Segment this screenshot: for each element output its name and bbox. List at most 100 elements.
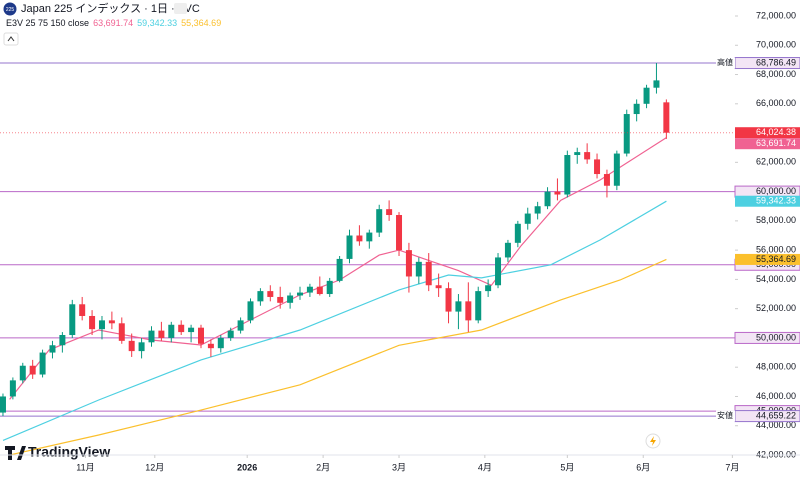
candle-body bbox=[257, 291, 264, 302]
price-box-label: 63,691.74 bbox=[756, 138, 796, 148]
symbol-logo bbox=[3, 2, 17, 16]
candle-body bbox=[603, 174, 610, 186]
indicator-name: E3V 25 75 150 close bbox=[6, 18, 89, 28]
y-tick-label: 66,000.00 bbox=[756, 98, 796, 108]
y-tick-label: 62,000.00 bbox=[756, 157, 796, 167]
logo-text: 225 bbox=[6, 7, 15, 13]
candle-body bbox=[554, 191, 561, 195]
candle-body bbox=[475, 291, 482, 321]
price-box bbox=[735, 127, 800, 139]
candle-body bbox=[297, 292, 304, 296]
brand-logo bbox=[5, 446, 26, 460]
price-box-label: 64,024.38 bbox=[756, 127, 796, 137]
candle-body bbox=[356, 235, 363, 242]
candle-body bbox=[485, 285, 492, 292]
candle-body bbox=[59, 335, 66, 346]
candle-body bbox=[0, 396, 6, 413]
candle-body bbox=[49, 345, 56, 353]
candle-body bbox=[564, 155, 571, 195]
y-tick-label: 54,000.00 bbox=[756, 274, 796, 284]
legend-value: 63,691.74 bbox=[93, 18, 133, 28]
collapse-button[interactable] bbox=[3, 32, 19, 46]
candle-body bbox=[376, 209, 383, 233]
candle-body bbox=[237, 320, 244, 331]
candle-body bbox=[267, 291, 274, 297]
candle-body bbox=[504, 242, 511, 258]
candle-body bbox=[168, 324, 175, 338]
extreme-line-label: 44,659.22 bbox=[756, 410, 796, 420]
price-box bbox=[735, 195, 800, 207]
x-tick-label: 12月 bbox=[145, 462, 164, 472]
legend-value: 55,364.69 bbox=[181, 18, 221, 28]
candle-body bbox=[405, 250, 412, 277]
extreme-tag: 安値 bbox=[717, 410, 733, 420]
candle-body bbox=[544, 191, 551, 207]
level-line-label: 60,000.00 bbox=[756, 186, 796, 196]
candle-body bbox=[415, 261, 422, 277]
x-tick-label: 6月 bbox=[636, 462, 650, 472]
x-tick-label: 2月 bbox=[316, 462, 330, 472]
price-box bbox=[735, 253, 800, 265]
candle-body bbox=[425, 261, 432, 286]
candle-body bbox=[643, 87, 650, 104]
y-tick-label: 72,000.00 bbox=[756, 10, 796, 20]
candle-body bbox=[207, 343, 214, 349]
level-line-label: 50,000.00 bbox=[756, 332, 796, 342]
candle-body bbox=[69, 304, 76, 336]
collapse-icon bbox=[7, 36, 15, 42]
candle-body bbox=[118, 323, 125, 341]
x-tick-label: 7月 bbox=[725, 462, 739, 472]
candle-body bbox=[653, 80, 660, 88]
candle-body bbox=[306, 286, 313, 293]
candle-body bbox=[39, 352, 46, 375]
extreme-tag-box bbox=[716, 57, 735, 69]
plot-area bbox=[0, 62, 735, 455]
x-tick-label: 2026 bbox=[237, 462, 257, 472]
candle-body bbox=[524, 213, 531, 224]
candle-body bbox=[277, 296, 284, 303]
extreme-tag-box bbox=[716, 410, 735, 422]
x-tick-label: 3月 bbox=[392, 462, 406, 472]
candle-body bbox=[178, 324, 185, 333]
candle-body bbox=[9, 380, 16, 397]
candle-body bbox=[108, 320, 115, 324]
y-tick-label: 68,000.00 bbox=[756, 69, 796, 79]
y-tick-label: 70,000.00 bbox=[756, 40, 796, 50]
brand-name: TradingView bbox=[28, 444, 110, 460]
price-box bbox=[735, 138, 800, 150]
candle-body bbox=[227, 330, 234, 338]
y-tick-label: 48,000.00 bbox=[756, 362, 796, 372]
y-tick-label: 42,000.00 bbox=[756, 449, 796, 459]
candle-body bbox=[613, 153, 620, 186]
candle-body bbox=[79, 304, 86, 316]
candle-body bbox=[158, 330, 165, 338]
candle-body bbox=[623, 114, 630, 154]
candle-body bbox=[148, 330, 155, 343]
candle-body bbox=[386, 209, 393, 216]
candle-body bbox=[584, 152, 591, 160]
extreme-tag: 高値 bbox=[717, 57, 733, 67]
level-line-box bbox=[734, 331, 800, 344]
y-tick-label: 58,000.00 bbox=[756, 215, 796, 225]
moving-average-line bbox=[2, 200, 667, 441]
indicator-legend: E3V 25 75 150 close 63,691.74 59,342.33 55,… bbox=[6, 18, 221, 28]
candle-body bbox=[346, 235, 353, 259]
candle-body bbox=[633, 103, 640, 115]
candle-body bbox=[217, 337, 224, 349]
candle-body bbox=[435, 285, 442, 289]
candle-body bbox=[514, 223, 521, 243]
candle-body bbox=[19, 365, 26, 381]
candle-body bbox=[663, 102, 670, 133]
y-tick-label: 56,000.00 bbox=[756, 245, 796, 255]
moving-average-line bbox=[6, 258, 667, 455]
candle-body bbox=[574, 152, 581, 156]
candle-body bbox=[336, 258, 343, 281]
icon bbox=[174, 3, 187, 14]
candle-body bbox=[495, 257, 502, 286]
y-tick-label: 52,000.00 bbox=[756, 303, 796, 313]
candle-body bbox=[98, 320, 105, 330]
candle-body bbox=[287, 295, 294, 303]
x-tick-label: 4月 bbox=[478, 462, 492, 472]
legend-value: 59,342.33 bbox=[137, 18, 177, 28]
